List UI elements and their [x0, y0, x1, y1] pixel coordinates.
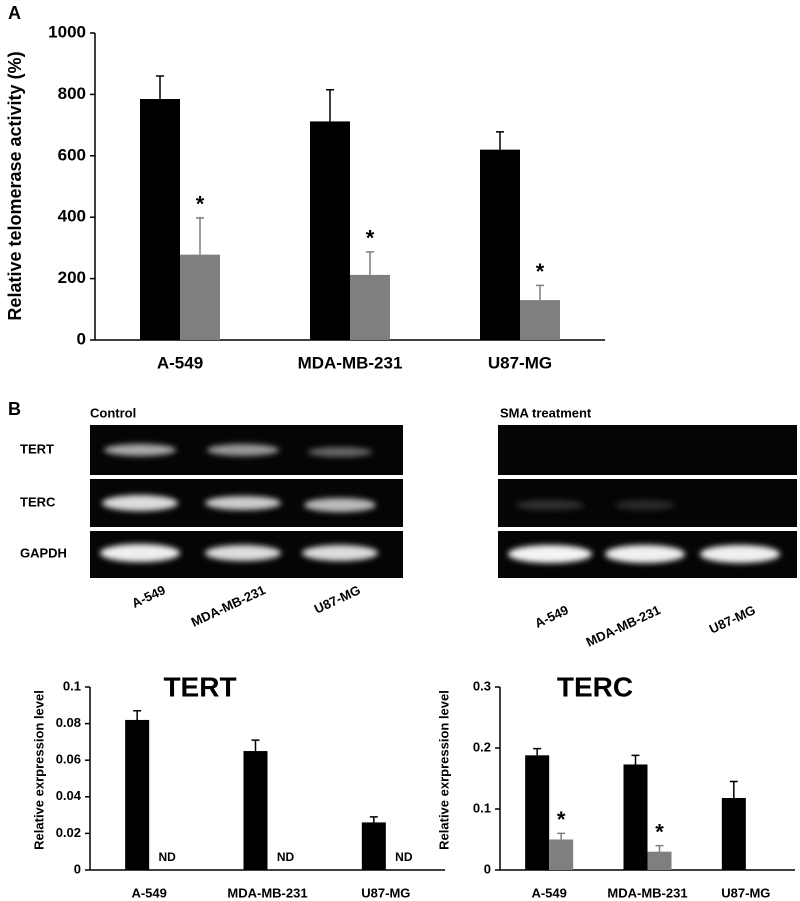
x-tick-label: A-549 — [131, 885, 166, 900]
bar — [721, 798, 746, 870]
chart-title: TERT — [163, 671, 236, 702]
significance-mark: * — [366, 226, 375, 251]
value-label: ND — [395, 850, 413, 864]
error-bar — [156, 75, 164, 100]
error-bar — [631, 754, 640, 765]
gel-row-label: GAPDH — [20, 545, 67, 560]
y-tick-label: 800 — [58, 84, 86, 103]
significance-mark: * — [536, 259, 545, 284]
bar — [350, 274, 390, 340]
bar — [647, 851, 672, 870]
lane-label: A-549 — [532, 602, 570, 631]
y-axis-label: Relative exrpression level — [436, 690, 451, 850]
error-bar — [536, 284, 544, 301]
gel-title: Control — [90, 405, 136, 420]
y-tick-label: 0.2 — [473, 739, 491, 754]
x-tick-label: MDA-MB-231 — [607, 885, 687, 900]
gel-left — [90, 425, 403, 578]
y-tick-label: 0.02 — [56, 825, 81, 840]
y-axis-label: Relative telomerase activity (%) — [5, 51, 25, 320]
bar — [623, 764, 648, 870]
panel-label: B — [8, 399, 21, 419]
gel-title: SMA treatment — [500, 405, 592, 420]
error-bar — [369, 816, 378, 823]
y-tick-label: 0 — [74, 861, 81, 876]
y-tick-label: 0.1 — [473, 800, 491, 815]
bar — [480, 149, 520, 340]
value-label: ND — [158, 850, 176, 864]
chart-title: TERC — [557, 671, 633, 702]
error-bar — [557, 832, 566, 840]
x-tick-label: MDA-MB-231 — [227, 885, 307, 900]
y-tick-label: 600 — [58, 145, 86, 164]
y-tick-label: 0.06 — [56, 752, 81, 767]
bar — [243, 751, 268, 870]
error-bar — [366, 251, 374, 275]
significance-mark: * — [196, 192, 205, 217]
y-tick-label: 0.08 — [56, 715, 81, 730]
bar — [140, 99, 180, 340]
gel-row-label: TERT — [20, 441, 54, 456]
x-tick-label: U87-MG — [721, 885, 770, 900]
bar — [520, 300, 560, 340]
value-label: ND — [277, 850, 295, 864]
error-bar — [729, 780, 738, 799]
y-tick-label: 0.1 — [63, 678, 81, 693]
error-bar — [133, 710, 142, 720]
y-tick-label: 0.3 — [473, 678, 491, 693]
bar — [525, 755, 550, 870]
y-tick-label: 0.04 — [56, 788, 82, 803]
bar — [125, 719, 150, 870]
y-tick-label: 1000 — [48, 22, 86, 41]
error-bar — [533, 747, 542, 756]
lane-label: U87-MG — [707, 602, 758, 636]
x-tick-label: U87-MG — [361, 885, 410, 900]
x-tick-label: A-549 — [531, 885, 566, 900]
error-bar — [326, 89, 334, 122]
x-tick-label: U87-MG — [488, 353, 552, 372]
significance-mark: * — [655, 819, 664, 844]
y-axis-label: Relative exrpression level — [31, 690, 46, 850]
y-tick-label: 0 — [484, 861, 491, 876]
lane-label: MDA-MB-231 — [584, 602, 663, 649]
x-tick-label: MDA-MB-231 — [298, 353, 403, 372]
significance-mark: * — [557, 807, 566, 832]
bar — [180, 254, 220, 340]
lane-label: A-549 — [129, 582, 167, 611]
lane-label: MDA-MB-231 — [189, 582, 268, 629]
y-tick-label: 0 — [77, 329, 86, 348]
gel-row-label: TERC — [20, 494, 56, 509]
error-bar — [251, 739, 260, 752]
lane-label: U87-MG — [312, 582, 363, 616]
x-tick-label: A-549 — [157, 353, 203, 372]
y-tick-label: 200 — [58, 268, 86, 287]
error-bar — [196, 217, 204, 255]
bar — [361, 822, 386, 870]
error-bar — [655, 844, 664, 852]
bar — [310, 121, 350, 340]
gel-right — [498, 425, 797, 578]
error-bar — [496, 131, 504, 150]
y-tick-label: 400 — [58, 207, 86, 226]
bar — [549, 839, 574, 870]
panel-label: A — [8, 3, 21, 23]
